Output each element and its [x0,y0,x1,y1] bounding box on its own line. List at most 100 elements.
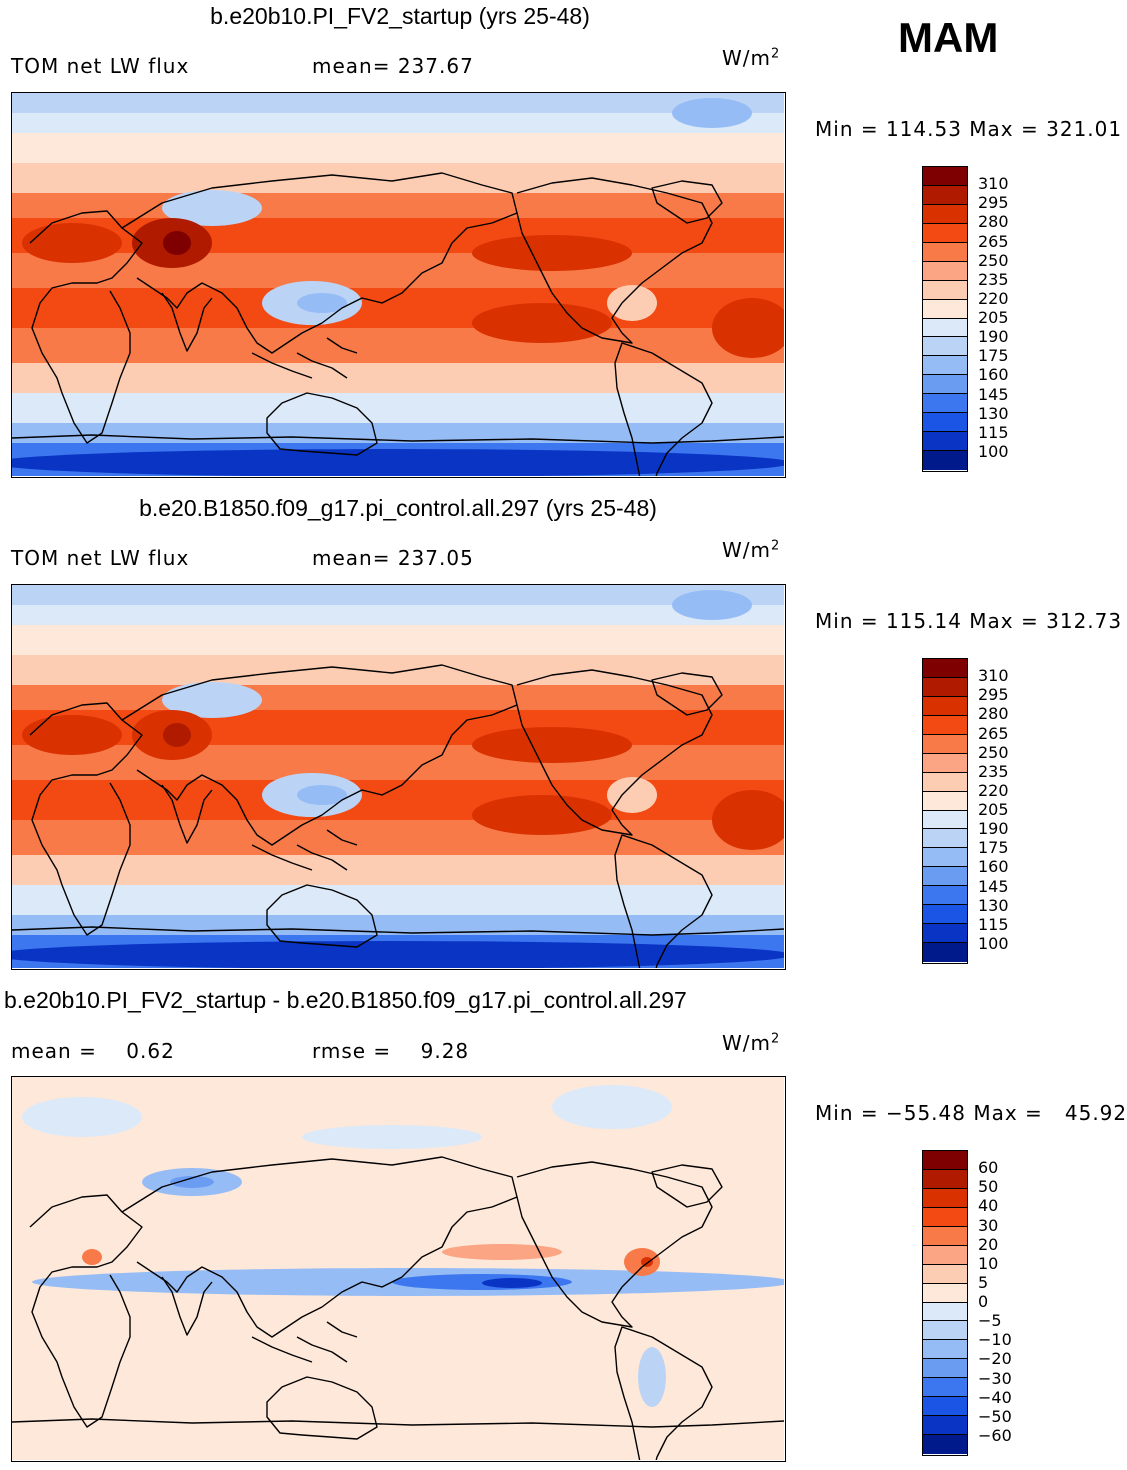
colorbar-tick-label: 205 [978,800,1009,819]
colorbar-tick-label: 30 [978,1215,999,1235]
colorbar-tick-label: 250 [978,742,1009,762]
panel2-colorbar [922,658,968,964]
map-field-blob [442,1244,562,1260]
colorbar-tick-label: 280 [978,212,1009,232]
colorbar-box [923,1226,967,1246]
colorbar-box [923,1321,967,1341]
coastline-antarctica [12,926,784,936]
colorbar-tick-label: −40 [978,1387,1012,1407]
map-band [12,163,784,193]
colorbar-box [923,1207,967,1227]
map-band [12,685,784,710]
coastline-maritime [251,829,358,871]
panel2-title: b.e20.B1850.f09_g17.pi_control.all.297 (… [139,495,657,521]
colorbar-tick-label: 175 [978,346,1009,366]
map-band [12,855,784,885]
map-band [12,710,784,745]
colorbar-tick-label: 130 [978,403,1009,423]
coastline-australia [266,884,378,948]
colorbar-tick-label: 160 [978,857,1009,877]
colorbar-tick-label: −60 [978,1425,1012,1445]
coastline-maritime [251,1321,358,1363]
map-band [12,780,784,820]
map-band [12,745,784,780]
map-band [12,218,784,253]
colorbar-tick-label: 280 [978,704,1009,724]
coastline-asia [121,664,518,846]
season-label: MAM [898,14,999,61]
map-field-blob [641,1257,653,1267]
colorbar-box [923,848,967,868]
panel1-mean-label: mean= 237.67 [312,54,474,78]
map-field-blob [552,1085,672,1129]
colorbar-box [923,1264,967,1284]
colorbar-box [923,318,967,338]
map-field-blob [712,790,784,850]
colorbar-box [923,924,967,944]
colorbar-tick-label: 205 [978,308,1009,327]
coastline-antarctica [12,1418,784,1428]
panel1-map [11,92,786,478]
colorbar-tick-label: 295 [978,685,1009,705]
colorbar-box [923,753,967,773]
colorbar-tick-label: 60 [978,1158,999,1178]
map-field-blob [672,590,752,620]
colorbar-tick-label: 190 [978,327,1009,347]
coastline-greenland [651,672,723,716]
map-field-blob [163,723,191,747]
map-field-blob [297,785,347,805]
colorbar-tick-label: −20 [978,1349,1012,1369]
colorbar-box [923,715,967,735]
map-field-blob [170,1176,214,1188]
map-field-blob [12,941,784,968]
map-field-blob [638,1347,666,1407]
colorbar-tick-label: 145 [978,384,1009,404]
map-field-blob [22,1097,142,1137]
map-field-blob [392,1274,572,1290]
colorbar-box [923,167,967,186]
panel1-variable-label: TOM net LW flux [11,54,190,78]
map-field-blob [607,285,657,321]
colorbar-box [923,261,967,281]
map-band [12,253,784,288]
colorbar-tick-label: 130 [978,895,1009,915]
colorbar-tick-label: 190 [978,819,1009,839]
coastline-north-america [516,1161,713,1328]
colorbar-tick-label: 40 [978,1196,999,1216]
colorbar-box [923,1416,967,1436]
panel2-minmax-label: Min = 115.14 Max = 312.73 [815,609,1123,633]
colorbar-tick-label: 310 [978,666,1009,686]
panel1-minmax-label: Min = 114.53 Max = 321.01 [815,117,1123,141]
coastline-south-america [614,1326,713,1460]
panel3-rmse-label: rmse = 9.28 [312,1039,470,1063]
colorbar-box [923,1397,967,1417]
colorbar-box [923,1169,967,1189]
colorbar-tick-label: 20 [978,1234,999,1254]
coastline-australia [266,392,378,456]
colorbar-box [923,886,967,906]
colorbar-tick-label: 235 [978,761,1009,781]
colorbar-box [923,1435,967,1454]
map-field-blob [472,795,612,835]
panel3-colorbar [922,1150,968,1456]
colorbar-tick-label: 220 [978,288,1009,308]
colorbar-box [923,413,967,433]
map-field-blob [482,1278,542,1288]
coastline-antarctica [12,434,784,444]
panel2-unit-label: W/m2 [722,538,781,562]
colorbar-box [923,943,967,962]
map-band [12,133,784,163]
coastline-greenland [651,1164,723,1208]
colorbar-box [923,394,967,414]
colorbar-box [923,791,967,811]
map-field-blob [22,223,122,263]
colorbar-box [923,677,967,697]
colorbar-tick-label: 235 [978,269,1009,289]
colorbar-box [923,696,967,716]
colorbar-tick-label: 0 [978,1292,989,1311]
panel2-map [11,584,786,970]
colorbar-tick-label: 100 [978,933,1009,953]
colorbar-tick-label: −10 [978,1330,1012,1350]
coastline-maritime [251,337,358,379]
colorbar-box [923,1340,967,1360]
